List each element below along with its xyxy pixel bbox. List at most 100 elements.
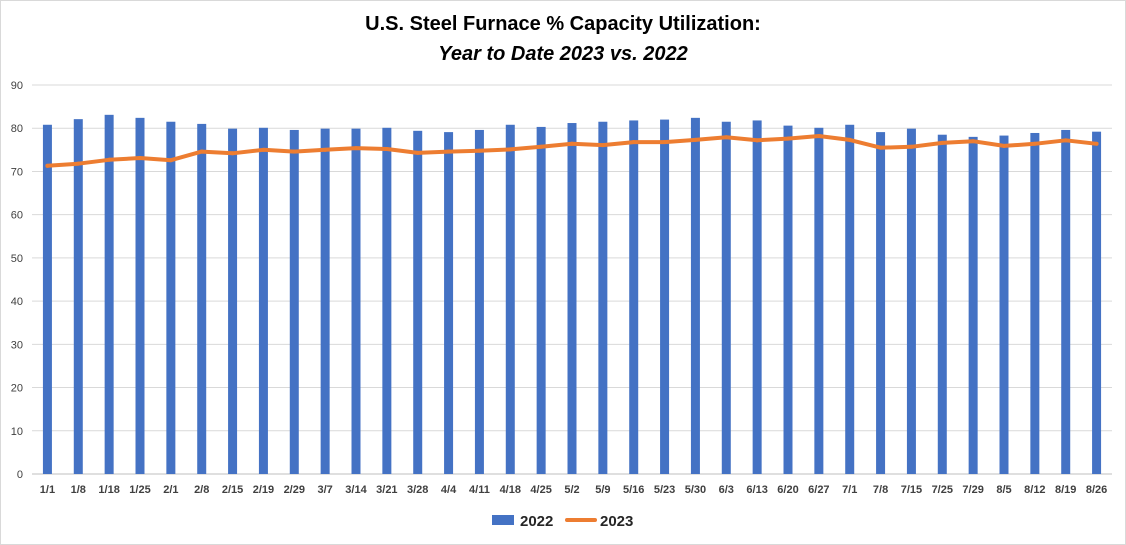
bar-2022-5/23 (660, 119, 670, 475)
point-2023-8/5 (1002, 143, 1006, 148)
bar-2022-4/18 (505, 124, 515, 475)
point-2023-2/8 (199, 149, 204, 154)
x-tick-label: 5/2 (564, 484, 579, 496)
x-tick-label: 1/8 (71, 484, 86, 496)
bar-2022-5/30 (690, 117, 700, 475)
point-2023-5/30 (693, 137, 698, 142)
point-2023-2/29 (292, 149, 297, 154)
bar-2022-6/20 (783, 125, 793, 474)
bar-2022-7/25 (937, 134, 947, 474)
point-2023-3/7 (323, 147, 328, 152)
x-tick-label: 1/18 (98, 484, 119, 496)
point-2023-7/8 (878, 145, 883, 150)
x-tick-label: 6/27 (808, 484, 829, 496)
bar-2022-2/1 (166, 121, 176, 474)
x-tick-label: 4/25 (530, 484, 551, 496)
bar-2022-1/8 (73, 119, 83, 474)
bar-2022-5/9 (598, 121, 608, 474)
x-tick-label: 7/1 (842, 484, 857, 496)
x-tick-label: 2/19 (253, 484, 274, 496)
x-tick-label: 7/29 (962, 484, 983, 496)
bar-2022-5/16 (629, 120, 639, 474)
x-tick-label: 7/15 (901, 484, 922, 496)
x-tick-label: 1/1 (40, 484, 55, 496)
point-2023-3/28 (415, 150, 420, 155)
bar-2022-6/3 (721, 121, 731, 474)
point-2023-5/9 (600, 143, 605, 148)
point-2023-4/25 (539, 144, 544, 149)
legend-label-2023: 2023 (600, 513, 633, 530)
bar-2022-7/29 (968, 136, 978, 474)
bar-2022-2/8 (197, 123, 207, 475)
point-2023-1/18 (107, 157, 112, 162)
y-tick-label: 20 (11, 383, 23, 395)
bar-2022-2/19 (258, 127, 268, 474)
point-2023-8/12 (1032, 141, 1037, 146)
point-2023-3/14 (354, 146, 358, 151)
bar-2022-8/19 (1061, 129, 1071, 474)
x-tick-label: 7/8 (873, 484, 888, 496)
point-2023-8/26 (1094, 141, 1099, 146)
x-tick-label: 3/7 (317, 484, 332, 496)
bar-2022-7/15 (906, 128, 916, 474)
point-2023-5/23 (662, 140, 667, 145)
bar-2022-1/25 (135, 117, 145, 475)
x-tick-label: 4/11 (469, 484, 490, 496)
bar-2022-3/21 (382, 127, 392, 474)
x-tick-label: 3/14 (345, 484, 367, 496)
bar-2022-2/15 (228, 128, 238, 474)
point-2023-4/18 (508, 147, 513, 152)
point-2023-4/4 (446, 149, 451, 154)
point-2023-2/1 (168, 158, 173, 163)
bar-2022-4/4 (444, 132, 454, 474)
y-tick-label: 30 (11, 339, 23, 351)
x-tick-label: 3/28 (407, 484, 428, 496)
bar-2022-3/28 (413, 130, 423, 474)
x-tick-label: 3/21 (376, 484, 397, 496)
point-2023-1/8 (76, 161, 81, 166)
y-tick-label: 90 (11, 80, 23, 92)
point-2023-2/19 (261, 147, 266, 152)
x-tick-label: 8/5 (996, 484, 1011, 496)
bar-2022-6/13 (752, 120, 762, 474)
point-2023-6/27 (816, 134, 821, 139)
point-2023-1/1 (45, 163, 50, 168)
chart-title: U.S. Steel Furnace % Capacity Utilizatio… (365, 13, 761, 35)
y-tick-label: 60 (11, 210, 23, 222)
point-2023-6/20 (786, 136, 790, 141)
point-2023-7/1 (847, 137, 852, 142)
y-tick-label: 0 (17, 469, 23, 481)
bar-2022-3/14 (351, 128, 361, 474)
x-tick-label: 5/23 (654, 484, 675, 496)
point-2023-7/29 (971, 139, 976, 144)
point-2023-1/25 (138, 156, 142, 161)
bar-2022-8/26 (1092, 131, 1102, 474)
point-2023-4/11 (477, 148, 482, 153)
x-tick-label: 6/13 (746, 484, 767, 496)
point-2023-5/16 (631, 140, 636, 145)
bar-2022-4/11 (474, 129, 484, 474)
point-2023-8/19 (1063, 138, 1068, 143)
bar-2022-8/12 (1030, 132, 1040, 474)
bar-2022-6/27 (814, 127, 824, 474)
x-tick-label: 2/15 (222, 484, 243, 496)
y-tick-label: 40 (11, 296, 23, 308)
bar-2022-8/5 (999, 135, 1009, 474)
point-2023-3/21 (384, 146, 389, 151)
x-tick-label: 2/29 (284, 484, 305, 496)
x-tick-label: 8/26 (1086, 484, 1107, 496)
point-2023-2/15 (230, 151, 235, 156)
bar-2022-4/25 (536, 126, 546, 475)
point-2023-5/2 (570, 141, 574, 146)
legend-swatch-2022 (492, 515, 514, 525)
y-tick-label: 80 (11, 123, 23, 135)
y-tick-label: 70 (11, 166, 23, 178)
bar-2022-5/2 (567, 123, 577, 474)
point-2023-7/25 (940, 140, 945, 145)
point-2023-6/13 (755, 138, 760, 143)
x-tick-label: 7/25 (932, 484, 953, 496)
point-2023-7/15 (909, 144, 914, 149)
x-tick-label: 6/20 (777, 484, 798, 496)
y-tick-label: 10 (11, 426, 23, 438)
